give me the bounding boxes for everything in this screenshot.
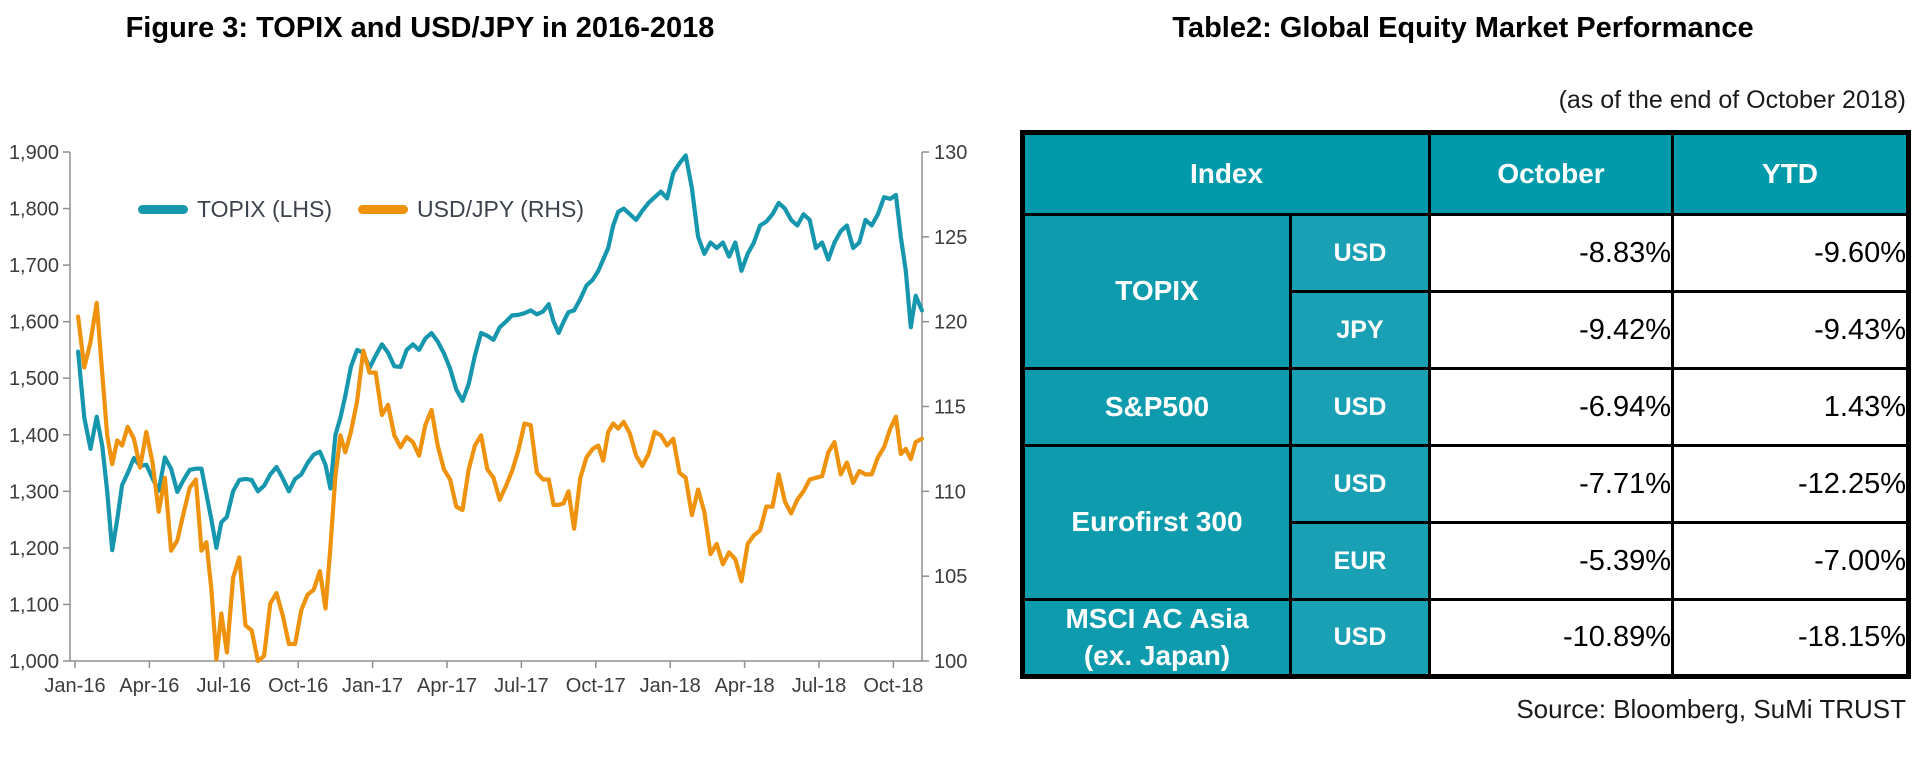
right-axis-tick-label: 105 — [934, 566, 967, 588]
source-label: Source: Bloomberg, SuMi TRUST — [1516, 694, 1906, 724]
table-row: TOPIX USD -8.83% -9.60% — [1021, 213, 1911, 370]
ytd-value: 1.43% — [1671, 367, 1911, 447]
october-value: -7.71% — [1428, 444, 1675, 524]
x-axis-tick-label: Apr-18 — [715, 675, 775, 697]
table-row: S&P500 USD -6.94% 1.43% — [1021, 367, 1911, 447]
index-label-line2: (ex. Japan) — [1083, 639, 1231, 671]
currency-cell: JPY — [1288, 290, 1432, 370]
table-row: JPY -9.42% -9.43% — [1023, 290, 1911, 370]
legend-label-usdjpy: USD/JPY (RHS) — [417, 196, 585, 222]
x-axis-tick-label: Apr-16 — [119, 675, 179, 697]
october-value: -8.83% — [1428, 213, 1675, 293]
chart-axes — [69, 152, 923, 662]
left-axis-tick-label: 1,000 — [9, 651, 59, 673]
right-axis-tick-label: 125 — [934, 227, 967, 249]
right-axis-tick-label: 120 — [934, 312, 967, 334]
right-axis-tick-label: 115 — [934, 397, 966, 419]
x-axis-tick-label: Oct-17 — [566, 675, 626, 697]
left-axis-tick-label: 1,100 — [9, 594, 59, 616]
right-axis-tick-label: 110 — [934, 481, 966, 503]
header-october: October — [1428, 131, 1675, 216]
left-axis-tick-label: 1,300 — [9, 481, 59, 503]
figure-title: Figure 3: TOPIX and USD/JPY in 2016-2018 — [125, 12, 715, 44]
left-axis-tick-label: 1,700 — [9, 255, 59, 277]
currency-cell: USD — [1288, 444, 1432, 524]
ytd-value: -9.60% — [1671, 213, 1911, 293]
october-value: -5.39% — [1428, 521, 1675, 601]
x-axis-tick-label: Oct-16 — [268, 675, 328, 697]
header-ytd: YTD — [1671, 131, 1911, 216]
index-cell-eurofirst: Eurofirst 300 — [1021, 444, 1292, 601]
index-label-line1: MSCI AC Asia — [1065, 603, 1249, 635]
x-axis-tick-label: Jul-18 — [792, 675, 846, 697]
topix-usdjpy-chart: 1,000 1,100 1,200 1,300 1,400 1,500 1,600 1,700… — [9, 142, 967, 697]
table-row: MSCI AC Asia (ex. Japan) USD -10.89% -18… — [1021, 598, 1911, 678]
ytd-value: -12.25% — [1671, 444, 1911, 524]
topix-line-swatch — [138, 205, 188, 214]
currency-cell: USD — [1288, 598, 1432, 678]
ytd-value: -9.43% — [1671, 290, 1911, 370]
index-cell-msci: MSCI AC Asia (ex. Japan) — [1021, 598, 1292, 678]
x-axis-tick-label: Jul-16 — [197, 675, 251, 697]
x-axis-tick-label: Jan-18 — [640, 675, 701, 697]
legend-item-topix: TOPIX (LHS) — [138, 196, 332, 223]
left-axis-tick-label: 1,900 — [9, 142, 59, 164]
usdjpy-line-swatch — [358, 205, 409, 214]
left-axis-tick-label: 1,600 — [9, 312, 59, 334]
header-index: Index — [1020, 131, 1432, 216]
ytd-value: -18.15% — [1671, 598, 1911, 678]
left-axis-tick-label: 1,800 — [9, 199, 59, 221]
chart-legend: TOPIX (LHS) USD/JPY (RHS) — [138, 196, 584, 223]
left-axis-tick-label: 1,500 — [9, 368, 59, 390]
usdjpy-line — [75, 300, 925, 664]
right-axis-tick-label: 130 — [934, 142, 967, 164]
october-value: -9.42% — [1428, 290, 1675, 370]
topix-line — [75, 153, 925, 553]
legend-item-usdjpy: USD/JPY (RHS) — [358, 196, 584, 223]
performance-table: Index October YTD TOPIX USD -8.83% -9.60… — [1020, 130, 1912, 679]
index-cell-sp500: S&P500 — [1021, 367, 1292, 447]
table-row: Eurofirst 300 USD -7.71% -12.25% — [1021, 444, 1911, 601]
x-axis-tick-label: Jan-17 — [342, 675, 403, 697]
x-axis-tick-label: Jan-16 — [44, 675, 105, 697]
as-of-label: (as of the end of October 2018) — [1558, 86, 1906, 114]
legend-label-topix: TOPIX (LHS) — [197, 196, 333, 222]
october-value: -10.89% — [1428, 598, 1675, 678]
table-title: Table2: Global Equity Market Performance — [1172, 12, 1754, 44]
currency-cell: USD — [1288, 213, 1432, 293]
currency-cell: EUR — [1288, 521, 1432, 601]
october-value: -6.94% — [1428, 367, 1675, 447]
currency-cell: USD — [1288, 367, 1432, 447]
x-axis-tick-label: Jul-17 — [494, 675, 548, 697]
x-axis-tick-label: Apr-17 — [417, 675, 477, 697]
ytd-value: -7.00% — [1671, 521, 1911, 601]
left-axis-tick-label: 1,400 — [9, 425, 59, 447]
right-axis-tick-label: 100 — [934, 651, 967, 673]
x-axis-tick-label: Oct-18 — [863, 675, 923, 697]
table-row: EUR -5.39% -7.00% — [1023, 521, 1911, 601]
index-cell-topix: TOPIX — [1021, 213, 1292, 370]
left-axis-tick-label: 1,200 — [9, 538, 59, 560]
